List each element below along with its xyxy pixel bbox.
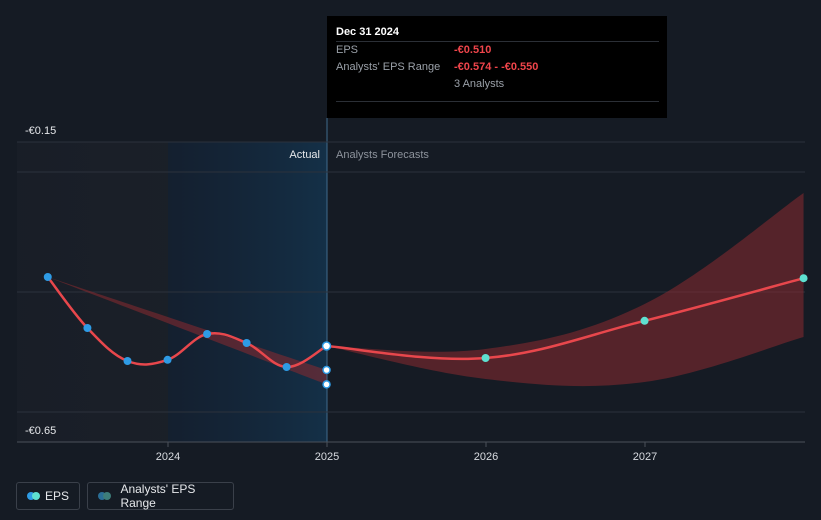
tooltip-row-eps: EPS -€0.510	[336, 41, 659, 59]
tooltip-eps-value: -€0.510	[454, 44, 492, 56]
y-tick-label-bottom: -€0.65	[25, 425, 56, 437]
eps-point-5	[242, 339, 251, 347]
eps-forecast-line	[326, 276, 804, 361]
tooltip-range-value: -€0.574 - -€0.550	[454, 61, 539, 73]
eps-legend-icon	[27, 492, 40, 500]
eps-point-7	[321, 341, 332, 351]
tooltip: Dec 31 2024 EPS -€0.510 Analysts' EPS Ra…	[327, 16, 667, 118]
forecast-label: Analysts Forecasts	[336, 149, 429, 161]
forecast-point-1	[640, 316, 649, 325]
forecast-range-band	[326, 193, 804, 387]
eps-point-1	[83, 324, 92, 332]
forecast-point-2	[799, 274, 808, 283]
eps-point-4	[203, 330, 212, 338]
eps-point-0	[43, 273, 52, 281]
legend-eps-label: EPS	[44, 489, 69, 503]
tooltip-row-range: Analysts' EPS Range -€0.574 - -€0.550	[336, 59, 659, 76]
range-marker-0	[322, 365, 331, 375]
x-tick-label-2026: 2026	[474, 451, 498, 463]
legend-eps-button[interactable]: EPS	[16, 482, 80, 510]
forecast-point-0	[481, 354, 490, 362]
legend-range-label: Analysts' EPS Range	[120, 482, 196, 510]
tooltip-range-label: Analysts' EPS Range	[336, 61, 441, 73]
tooltip-row-analysts: 3 Analysts	[336, 76, 659, 93]
x-tick-label-2025: 2025	[315, 451, 339, 463]
actual-label: Actual	[289, 149, 320, 161]
tooltip-footer-divider	[336, 101, 659, 102]
x-tick-label-2024: 2024	[156, 451, 180, 463]
eps-point-2	[123, 357, 132, 365]
tooltip-eps-label: EPS	[336, 44, 359, 56]
x-tick-label-2027: 2027	[633, 451, 657, 463]
tooltip-analysts-count: 3 Analysts	[454, 78, 505, 90]
eps-point-6	[282, 363, 291, 371]
y-tick-label-top: -€0.15	[25, 125, 56, 137]
eps-point-3	[163, 355, 172, 364]
range-legend-icon	[98, 492, 112, 500]
legend-range-button[interactable]: Analysts' EPS Range	[87, 482, 234, 510]
range-marker-1	[322, 380, 331, 389]
actual-range-band	[47, 277, 327, 385]
tooltip-date: Dec 31 2024	[336, 26, 399, 38]
